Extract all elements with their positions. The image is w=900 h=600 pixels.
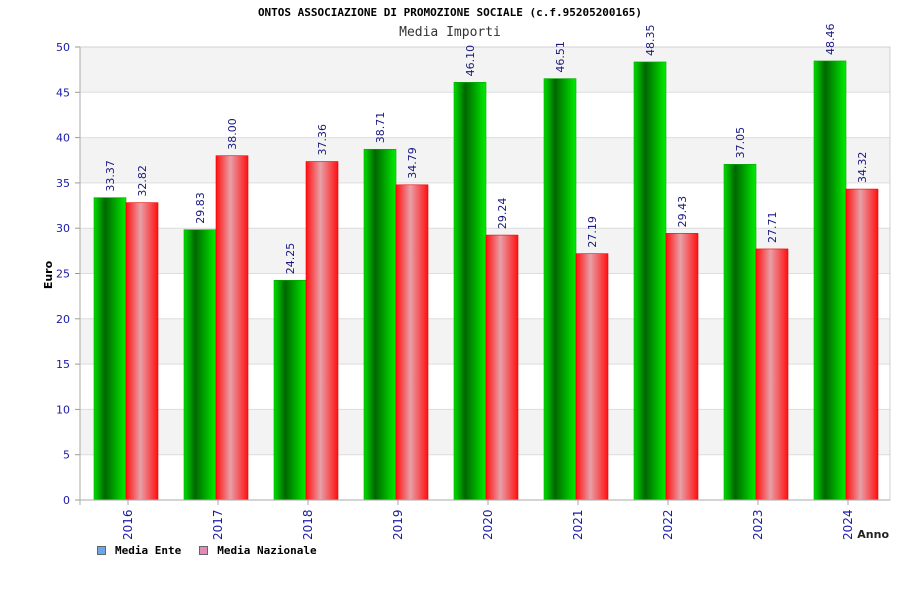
bar-ente <box>633 61 667 501</box>
bar-label-ente: 33.37 <box>104 160 117 192</box>
bar-labels: 33.37 32.82 29.83 38.00 24.25 37.36 38.71 34.79… <box>104 23 869 274</box>
bar-label-nazionale: 37.36 <box>316 124 329 156</box>
bar-ente <box>813 60 847 501</box>
bar-label-ente: 24.25 <box>284 243 297 275</box>
bar-nazionale <box>215 155 249 501</box>
y-tick-label: 45 <box>56 86 70 99</box>
y-axis: 0 5 10 15 20 25 30 35 40 45 50 <box>56 41 81 507</box>
bar-label-nazionale: 38.00 <box>226 118 239 150</box>
legend-item-nazionale: Media Nazionale <box>199 543 317 557</box>
y-tick-label: 0 <box>63 494 70 507</box>
bar-nazionale <box>755 248 789 501</box>
bar-ente <box>273 279 307 501</box>
bar-label-nazionale: 27.19 <box>586 216 599 248</box>
x-tick-label: 2022 <box>661 509 675 540</box>
bar-nazionale <box>575 253 609 501</box>
x-tick-label: 2023 <box>751 509 765 540</box>
bar-nazionale <box>665 233 699 501</box>
bar-label-nazionale: 34.79 <box>406 147 419 179</box>
bar-label-ente: 37.05 <box>734 127 747 159</box>
y-tick-label: 10 <box>56 403 70 416</box>
legend-swatch-nazionale <box>199 545 209 555</box>
bar-label-nazionale: 29.24 <box>496 198 509 230</box>
bar-nazionale <box>485 234 519 501</box>
x-tick-label: 2020 <box>481 509 495 540</box>
bar-label-nazionale: 34.32 <box>856 152 869 184</box>
legend-item-ente: Media Ente <box>97 544 181 557</box>
bar-label-nazionale: 29.43 <box>676 196 689 228</box>
bar-nazionale <box>305 161 339 501</box>
x-tick-label: 2016 <box>121 509 135 540</box>
x-tick-label: 2017 <box>211 509 225 540</box>
y-tick-label: 20 <box>56 313 70 326</box>
bar-label-nazionale: 32.82 <box>136 165 149 197</box>
bar-ente <box>363 148 397 501</box>
chart-title: ONTOS ASSOCIAZIONE DI PROMOZIONE SOCIALE… <box>257 6 643 19</box>
bar-nazionale <box>125 202 159 501</box>
y-tick-label: 35 <box>56 177 70 190</box>
bars <box>93 60 879 501</box>
bar-ente <box>543 78 577 501</box>
y-axis-label: Euro <box>42 260 55 289</box>
y-tick-label: 25 <box>56 268 70 281</box>
bar-label-nazionale: 27.71 <box>766 211 779 243</box>
x-tick-label: 2024 <box>841 509 855 540</box>
y-tick-label: 15 <box>56 358 70 371</box>
bar-nazionale <box>395 184 429 501</box>
chart-subtitle: Media Importi <box>399 25 501 40</box>
bar-label-ente: 38.71 <box>374 112 387 144</box>
bar-ente <box>453 82 487 501</box>
y-tick-label: 5 <box>63 449 70 462</box>
x-axis-label: Anno <box>857 528 889 541</box>
bar-label-ente: 48.46 <box>824 23 837 55</box>
y-tick-label: 30 <box>56 222 70 235</box>
x-tick-label: 2021 <box>571 509 585 540</box>
legend-label-nazionale: Media Nazionale <box>217 543 317 557</box>
bar-ente <box>723 164 757 501</box>
x-axis: 2016 2017 2018 2019 2020 2021 2022 2023 2024 <box>80 499 890 540</box>
bar-nazionale <box>845 188 879 501</box>
y-tick-label: 50 <box>56 41 70 54</box>
bar-ente <box>183 229 217 501</box>
y-tick-label: 40 <box>56 132 70 145</box>
legend-swatch-ente <box>97 545 106 555</box>
x-tick-label: 2019 <box>391 509 405 540</box>
legend-label-ente: Media Ente <box>115 543 182 557</box>
bar-label-ente: 29.83 <box>194 192 207 224</box>
bar-ente <box>93 197 127 501</box>
bar-label-ente: 46.51 <box>554 41 567 73</box>
bar-label-ente: 48.35 <box>644 24 657 56</box>
legend: Media Ente Media Nazionale <box>97 542 335 558</box>
x-tick-label: 2018 <box>301 509 315 540</box>
bar-label-ente: 46.10 <box>464 45 477 77</box>
